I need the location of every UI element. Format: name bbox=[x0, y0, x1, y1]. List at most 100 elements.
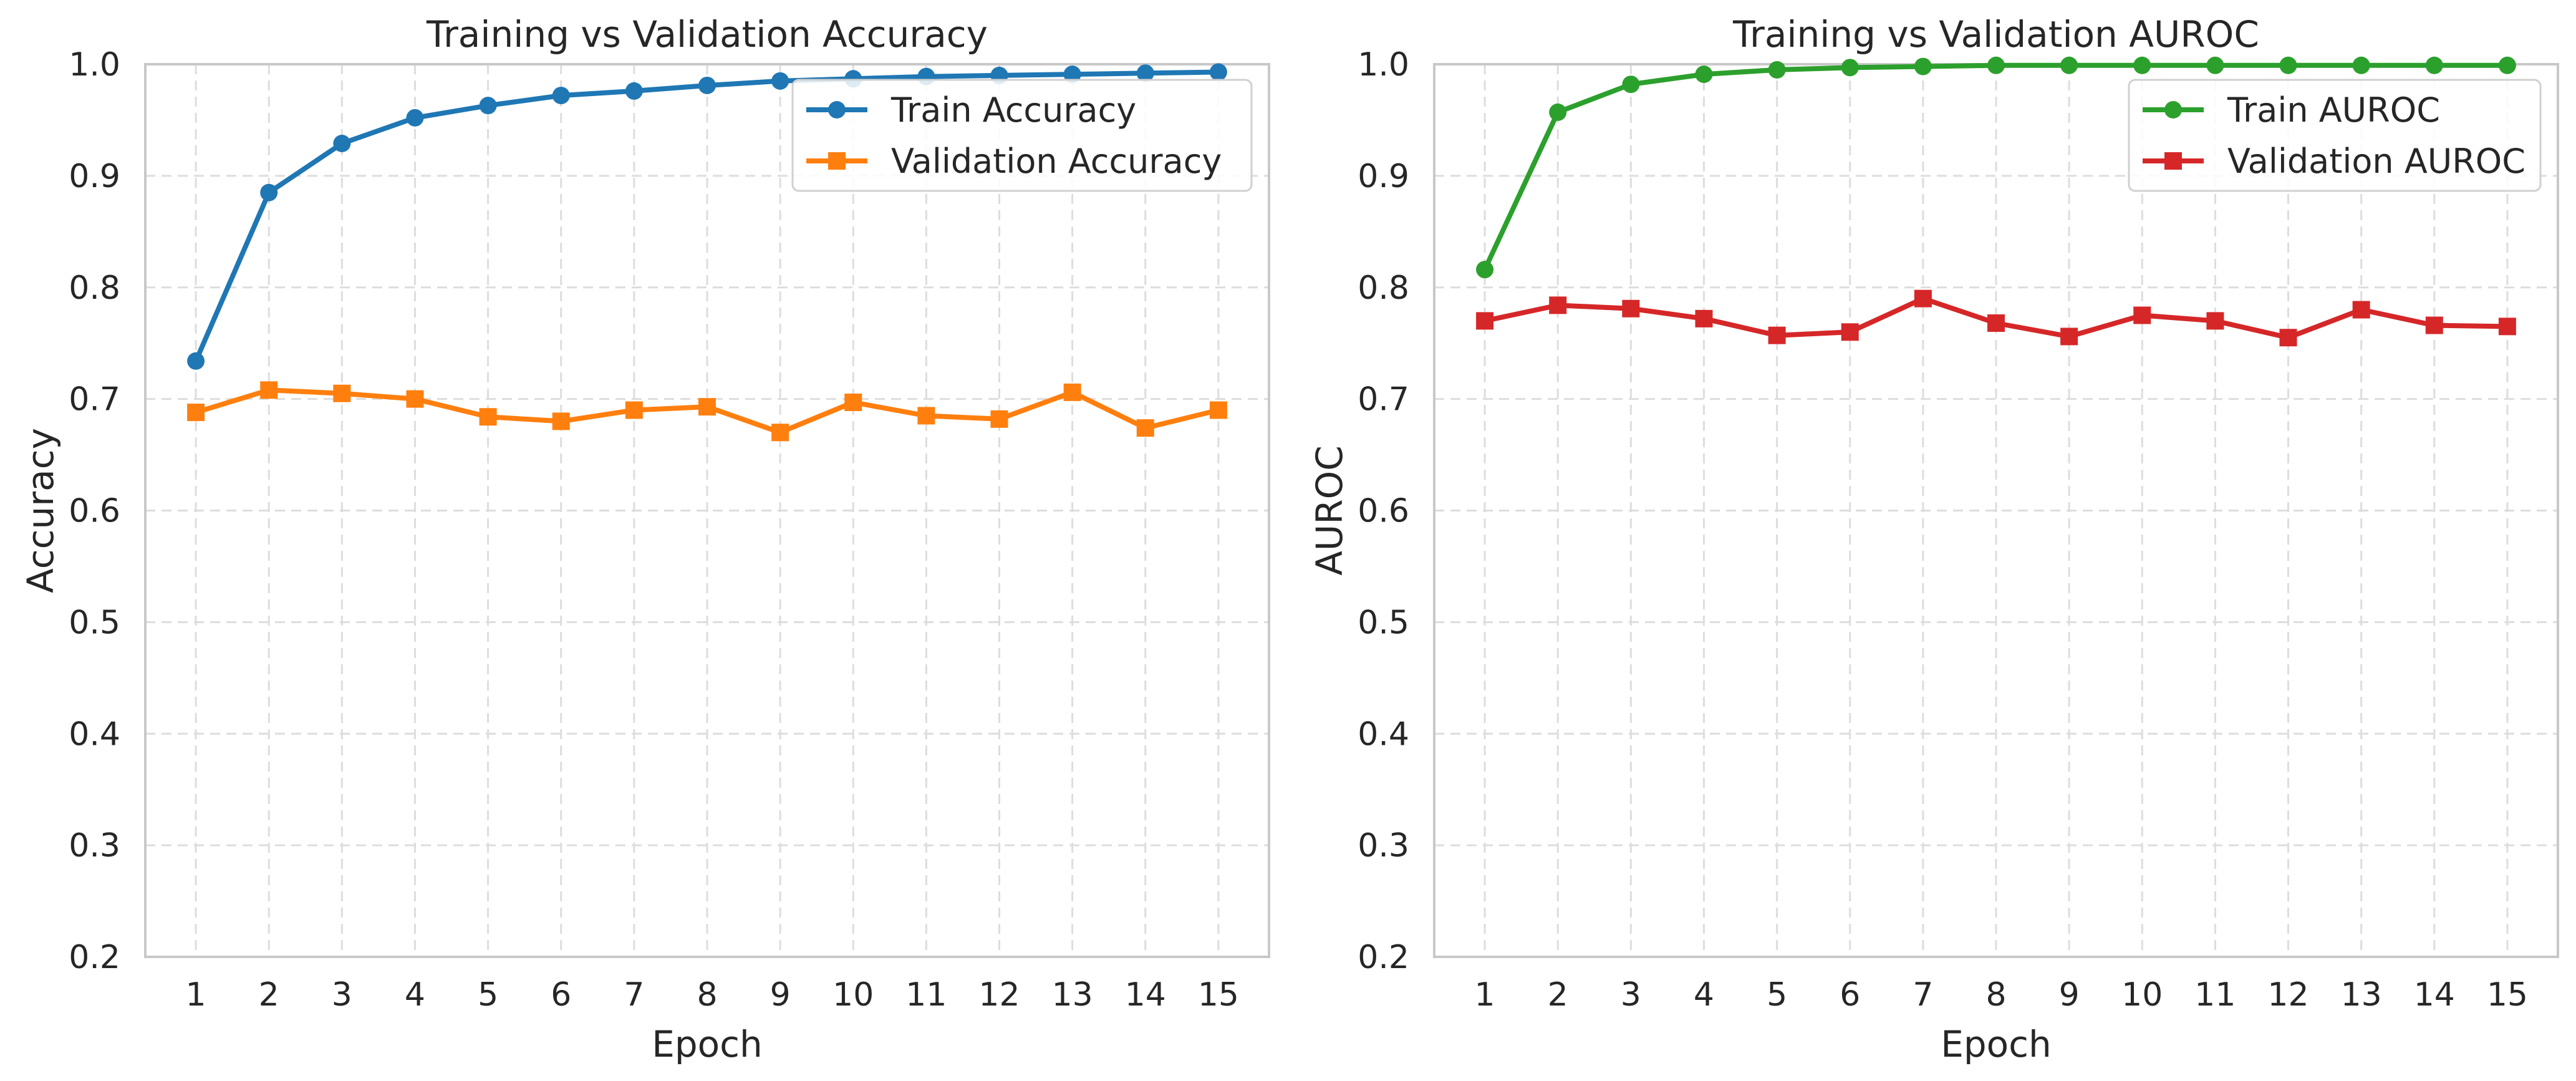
data-point bbox=[1063, 65, 1081, 84]
data-point bbox=[771, 72, 789, 90]
data-point bbox=[698, 398, 716, 416]
legend-marker bbox=[2164, 101, 2182, 119]
y-tick-label: 0.7 bbox=[69, 381, 120, 419]
y-tick-label: 0.6 bbox=[1358, 493, 1409, 530]
legend-label: Train Accuracy bbox=[890, 90, 1136, 130]
data-point bbox=[1914, 289, 1932, 308]
data-point bbox=[479, 97, 497, 115]
data-point bbox=[2206, 56, 2224, 74]
data-point bbox=[1768, 326, 1786, 344]
data-point bbox=[260, 183, 278, 201]
y-tick-label: 0.9 bbox=[1358, 158, 1409, 195]
x-tick-label: 8 bbox=[697, 976, 717, 1014]
data-point bbox=[2279, 56, 2297, 74]
data-point bbox=[552, 412, 570, 430]
data-point bbox=[2133, 306, 2151, 324]
legend-box bbox=[2128, 79, 2542, 192]
chart-panel-accuracy: 0.20.30.40.50.60.70.80.91.01 2 3 4 5 6 7 8 9 10 11… bbox=[19, 13, 1270, 1065]
legend: Train Accuracy Validation Accuracy bbox=[791, 79, 1253, 192]
y-tick-label: 0.8 bbox=[69, 269, 120, 307]
data-point bbox=[1136, 64, 1154, 82]
series-validation-accuracy bbox=[187, 381, 1227, 442]
data-point bbox=[187, 404, 205, 422]
data-point bbox=[1549, 296, 1567, 314]
data-point bbox=[698, 76, 716, 94]
chart-panel-auroc: 0.20.30.40.50.60.70.80.91.01 2 3 4 5 6 7 8 9 10 11… bbox=[1308, 13, 2559, 1065]
data-point bbox=[990, 410, 1008, 428]
data-point bbox=[2133, 56, 2151, 74]
plot-frame bbox=[144, 63, 1270, 958]
data-point bbox=[1914, 57, 1932, 75]
data-point bbox=[1476, 261, 1494, 279]
x-tick-label: 1 bbox=[1475, 976, 1495, 1014]
data-point bbox=[2498, 56, 2516, 74]
legend-box bbox=[791, 79, 1253, 192]
data-point bbox=[2352, 301, 2370, 319]
x-axis-label: Epoch bbox=[1941, 1023, 2052, 1065]
y-tick-label: 0.5 bbox=[69, 604, 120, 641]
x-tick-label: 9 bbox=[770, 976, 791, 1014]
legend-marker bbox=[828, 152, 846, 170]
x-tick-label: 8 bbox=[1985, 976, 2006, 1014]
data-point bbox=[479, 408, 497, 426]
data-point bbox=[844, 393, 862, 411]
data-point bbox=[187, 352, 205, 370]
x-axis-label: Epoch bbox=[652, 1023, 763, 1065]
chart-title: Training vs Validation Accuracy bbox=[426, 13, 988, 56]
data-point bbox=[1695, 309, 1713, 327]
legend: Train AUROC Validation AUROC bbox=[2128, 79, 2542, 192]
series-validation-auroc bbox=[1476, 289, 2516, 347]
y-tick-label: 1.0 bbox=[69, 46, 120, 84]
x-tick-label: 4 bbox=[1694, 976, 1714, 1014]
y-axis-label: AUROC bbox=[1308, 445, 1351, 576]
data-point bbox=[2060, 56, 2078, 74]
x-tick-label: 15 bbox=[1198, 976, 1239, 1014]
data-point bbox=[917, 407, 935, 425]
data-point bbox=[1987, 56, 2005, 74]
data-point bbox=[1549, 103, 1567, 121]
y-tick-label: 0.2 bbox=[1358, 939, 1409, 976]
x-tick-label: 13 bbox=[2341, 976, 2382, 1014]
x-tick-label: 5 bbox=[1767, 976, 1787, 1014]
y-tick-label: 0.3 bbox=[1358, 827, 1409, 865]
x-tick-label: 13 bbox=[1052, 976, 1093, 1014]
data-point bbox=[2425, 316, 2443, 334]
data-point bbox=[406, 109, 424, 127]
x-tick-label: 6 bbox=[551, 976, 571, 1014]
data-point bbox=[1768, 61, 1786, 79]
data-point bbox=[1695, 65, 1713, 84]
data-point bbox=[771, 424, 789, 442]
data-point bbox=[1136, 419, 1154, 437]
y-tick-label: 0.8 bbox=[1358, 269, 1409, 307]
data-point bbox=[2279, 329, 2297, 347]
data-point bbox=[333, 384, 351, 402]
series-train-accuracy bbox=[187, 63, 1227, 370]
data-point bbox=[1476, 312, 1494, 330]
data-point bbox=[625, 401, 643, 419]
x-tick-label: 11 bbox=[2194, 976, 2236, 1014]
data-point bbox=[2206, 312, 2224, 330]
data-point bbox=[1622, 75, 1640, 94]
y-tick-label: 0.9 bbox=[69, 158, 120, 195]
y-tick-label: 0.5 bbox=[1358, 604, 1409, 641]
x-tick-label: 10 bbox=[2121, 976, 2163, 1014]
x-tick-label: 7 bbox=[1913, 976, 1933, 1014]
data-point bbox=[552, 87, 570, 105]
x-tick-label: 12 bbox=[978, 976, 1020, 1014]
data-point bbox=[2060, 327, 2078, 346]
x-tick-label: 3 bbox=[332, 976, 352, 1014]
x-tick-label: 6 bbox=[1840, 976, 1860, 1014]
series-train-auroc bbox=[1476, 56, 2516, 279]
y-tick-label: 0.6 bbox=[69, 493, 120, 530]
x-tick-label: 14 bbox=[2414, 976, 2455, 1014]
x-tick-label: 1 bbox=[186, 976, 206, 1014]
x-tick-label: 11 bbox=[905, 976, 947, 1014]
data-point bbox=[1209, 401, 1227, 419]
data-point bbox=[1209, 63, 1227, 81]
data-point bbox=[2425, 56, 2443, 74]
data-point bbox=[2352, 56, 2370, 74]
y-tick-label: 0.2 bbox=[69, 939, 120, 976]
x-tick-label: 15 bbox=[2487, 976, 2528, 1014]
